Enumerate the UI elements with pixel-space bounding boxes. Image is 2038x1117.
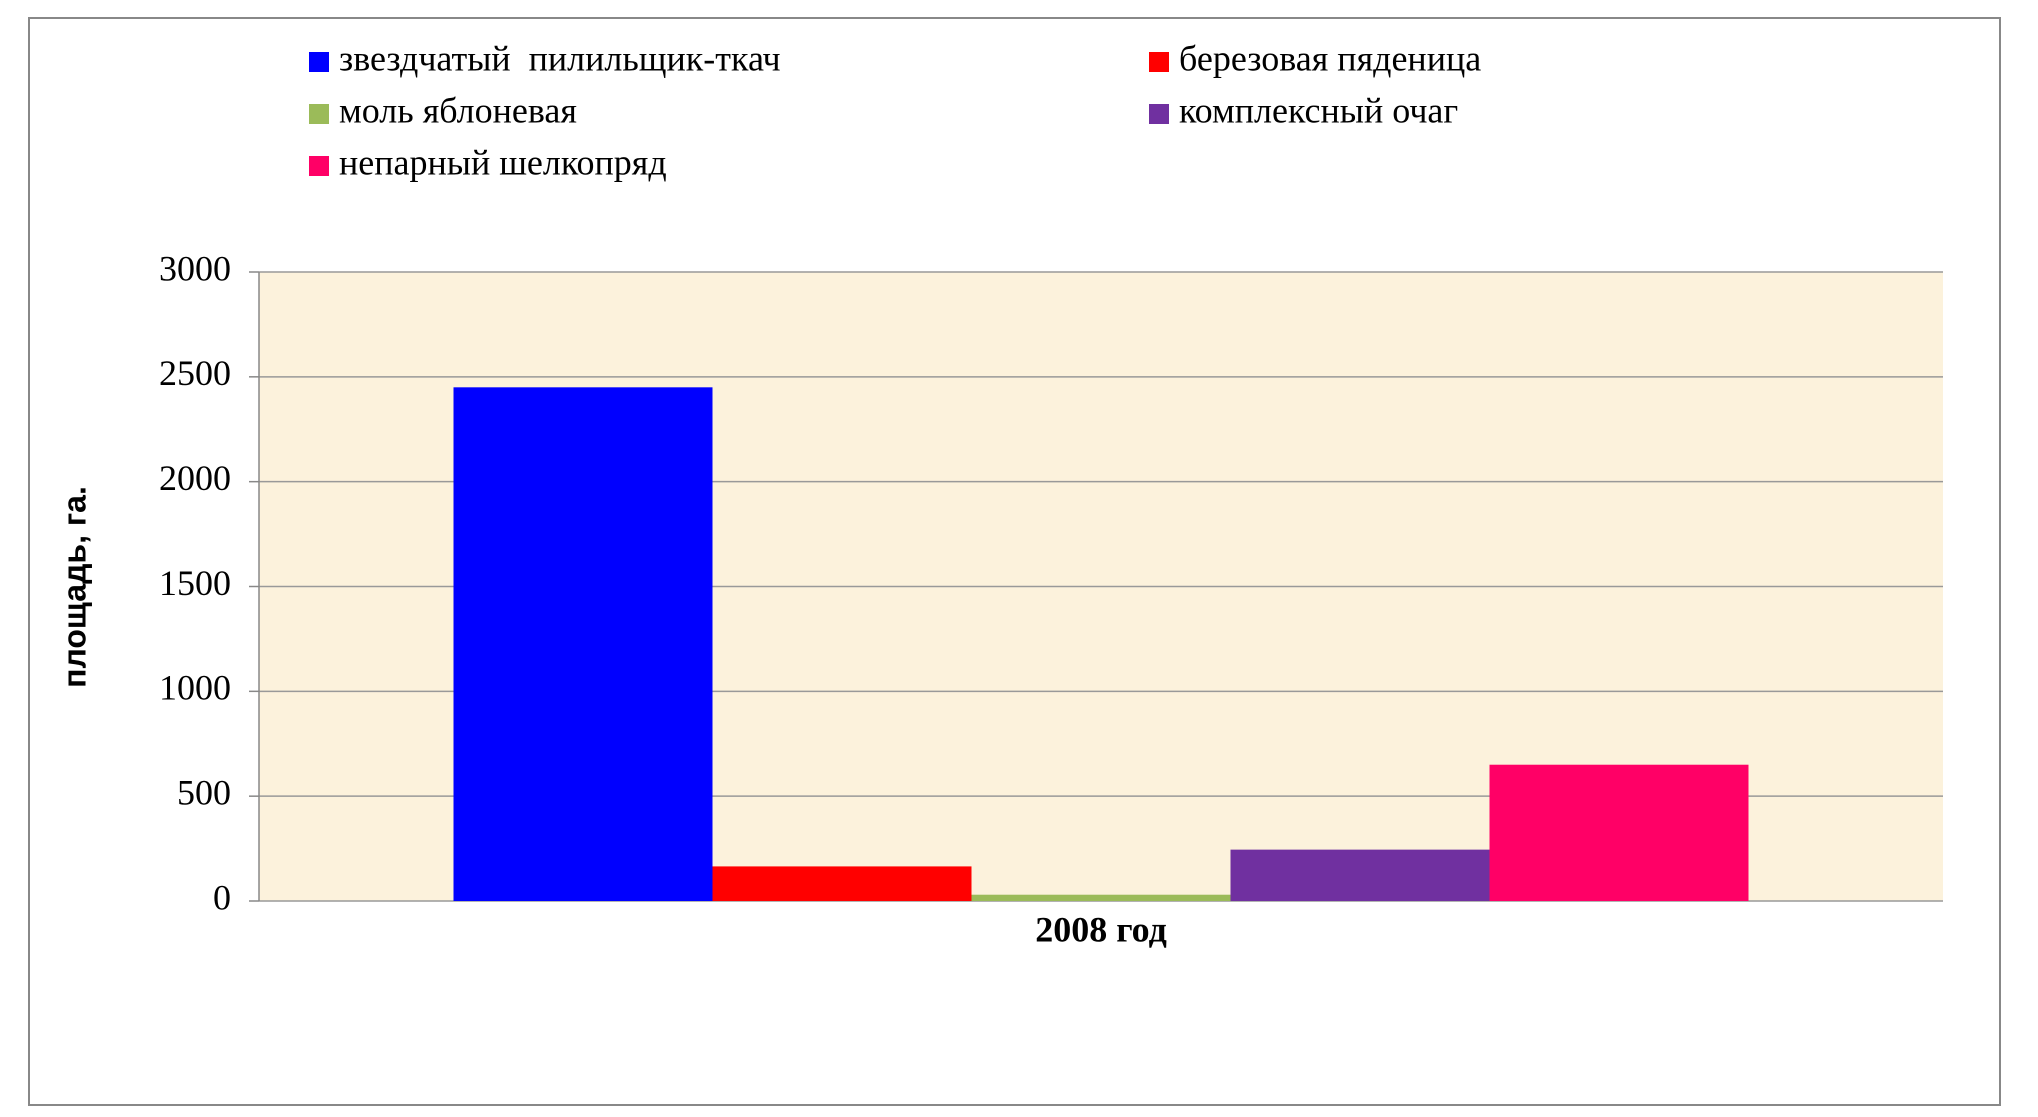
legend-swatch: [1149, 52, 1169, 72]
bar: [1489, 764, 1749, 901]
legend-swatch: [309, 156, 329, 176]
y-tick-label: 0: [213, 877, 231, 917]
legend-swatch: [1149, 104, 1169, 124]
y-tick-label: 2000: [159, 458, 231, 498]
y-tick-label: 500: [177, 772, 231, 812]
bar: [1230, 849, 1490, 901]
y-tick-label: 1000: [159, 668, 231, 708]
bar: [453, 387, 713, 902]
bar: [712, 866, 972, 901]
legend-label: непарный шелкопряд: [339, 142, 667, 182]
legend-swatch: [309, 52, 329, 72]
legend-label: комплексный очаг: [1179, 90, 1458, 130]
legend-swatch: [309, 104, 329, 124]
y-tick-label: 3000: [159, 248, 231, 288]
legend-label: моль яблоневая: [339, 90, 577, 130]
x-tick-label: 2008 год: [1035, 909, 1167, 949]
y-tick-label: 2500: [159, 353, 231, 393]
legend-label: звездчатый пилильщик-ткач: [339, 38, 781, 78]
bar: [971, 894, 1231, 901]
y-tick-label: 1500: [159, 563, 231, 603]
legend-label: березовая пяденица: [1179, 38, 1481, 78]
y-axis-label: площадь, га.: [56, 486, 92, 688]
